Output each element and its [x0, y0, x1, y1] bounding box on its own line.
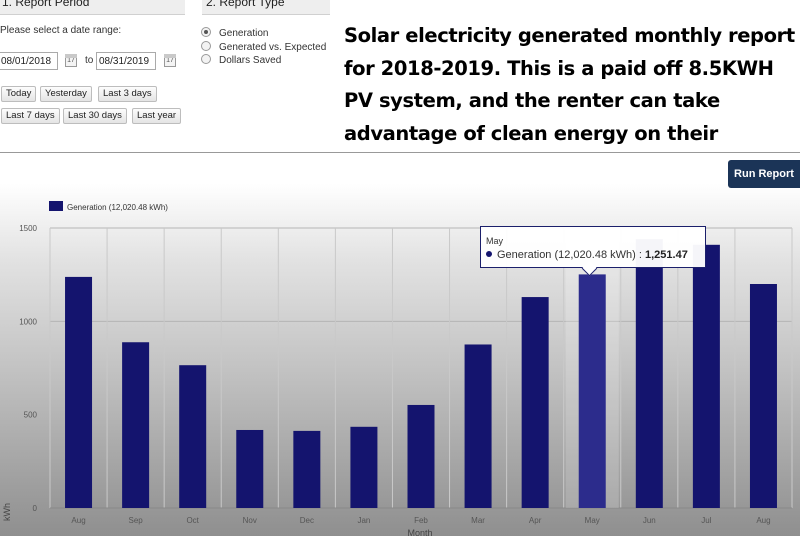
chart-labels: 0 500 1000 1500 Aug Sep Oct Nov Dec Jan Feb Mar Apr M…	[19, 224, 770, 525]
tooltip-separator: :	[638, 249, 642, 261]
y-axis-title: kWh	[2, 503, 12, 521]
series-dot-icon	[486, 251, 492, 257]
bar-apr-8[interactable]	[521, 297, 549, 508]
x-tick-label: Nov	[243, 516, 257, 525]
caption-text: Solar electricity generated monthly repo…	[344, 24, 795, 177]
last-3-days-button[interactable]: Last 3 days	[98, 86, 157, 102]
legend-swatch[interactable]	[49, 201, 63, 211]
to-date-input[interactable]	[96, 52, 156, 70]
tooltip-series-line: Generation (12,020.48 kWh) : 1,251.47	[486, 249, 688, 261]
x-tick-label: Oct	[186, 516, 199, 525]
x-tick-label: Aug	[756, 516, 770, 525]
calendar-icon[interactable]: 17	[65, 54, 77, 67]
radio-dollars-saved[interactable]: Dollars Saved	[201, 54, 281, 66]
divider	[0, 152, 800, 153]
today-button[interactable]: Today	[1, 86, 37, 102]
x-tick-label: Jun	[643, 516, 656, 525]
radio-label: Generated vs. Expected	[219, 42, 327, 53]
y-tick-label: 1000	[19, 317, 37, 326]
date-to-label: to	[85, 55, 94, 66]
report-type-title: 2. Report Type	[202, 0, 330, 15]
x-tick-label: Jul	[701, 516, 711, 525]
bar-jun-10[interactable]	[635, 239, 663, 508]
calendar-icon[interactable]: 17	[164, 54, 176, 67]
radio-label: Generation	[219, 28, 269, 39]
last-year-button[interactable]: Last year	[132, 108, 182, 124]
bar-aug-12[interactable]	[749, 284, 777, 508]
bar-oct-2[interactable]	[179, 365, 207, 508]
bar-jan-5[interactable]	[350, 426, 378, 508]
chart-bars	[65, 228, 777, 509]
radio-unchecked-icon[interactable]	[201, 41, 211, 51]
y-tick-label: 500	[24, 411, 38, 420]
x-tick-label: Sep	[128, 516, 143, 525]
x-tick-label: Aug	[71, 516, 85, 525]
date-range-prompt: Please select a date range:	[0, 25, 122, 36]
bar-nov-3[interactable]	[236, 429, 264, 508]
tooltip-series: Generation (12,020.48 kWh)	[497, 249, 636, 261]
bar-feb-6[interactable]	[407, 404, 435, 508]
tooltip-value: 1,251.47	[645, 249, 688, 261]
legend-label[interactable]: Generation (12,020.48 kWh)	[67, 203, 168, 212]
x-tick-label: Mar	[471, 516, 485, 525]
chart-tooltip: May Generation (12,020.48 kWh) : 1,251.4…	[480, 226, 706, 268]
y-tick-label: 1500	[19, 224, 37, 233]
radio-label: Dollars Saved	[219, 55, 282, 66]
bar-aug-0[interactable]	[65, 276, 93, 508]
bar-dec-4[interactable]	[293, 430, 321, 508]
x-tick-label: Jan	[357, 516, 370, 525]
x-tick-label: Feb	[414, 516, 428, 525]
last-7-days-button[interactable]: Last 7 days	[1, 108, 60, 124]
bar-may-9[interactable]	[578, 274, 606, 508]
bar-sep-1[interactable]	[122, 342, 150, 508]
bar-jul-11[interactable]	[692, 244, 720, 509]
radio-unchecked-icon[interactable]	[201, 54, 211, 64]
radio-generation[interactable]: Generation	[201, 27, 268, 39]
bar-mar-7[interactable]	[464, 344, 492, 508]
radio-checked-icon[interactable]	[201, 27, 211, 37]
last-30-days-button[interactable]: Last 30 days	[63, 108, 127, 124]
from-date-input[interactable]	[0, 52, 58, 70]
run-report-button[interactable]: Run Report	[728, 160, 800, 188]
tooltip-month: May	[486, 236, 504, 246]
x-axis-title: Month	[407, 528, 432, 536]
yesterday-button[interactable]: Yesterday	[40, 86, 92, 102]
x-tick-label: Apr	[529, 516, 542, 525]
x-tick-label: Dec	[300, 516, 314, 525]
x-tick-label: May	[585, 516, 600, 525]
radio-generated-vs-expected[interactable]: Generated vs. Expected	[201, 41, 326, 53]
y-tick-label: 0	[33, 504, 38, 513]
report-period-title: 1. Report Period	[0, 0, 185, 15]
generation-bar-chart: 0 500 1000 1500 Aug Sep Oct Nov Dec Jan Feb Mar Apr M…	[2, 201, 793, 536]
